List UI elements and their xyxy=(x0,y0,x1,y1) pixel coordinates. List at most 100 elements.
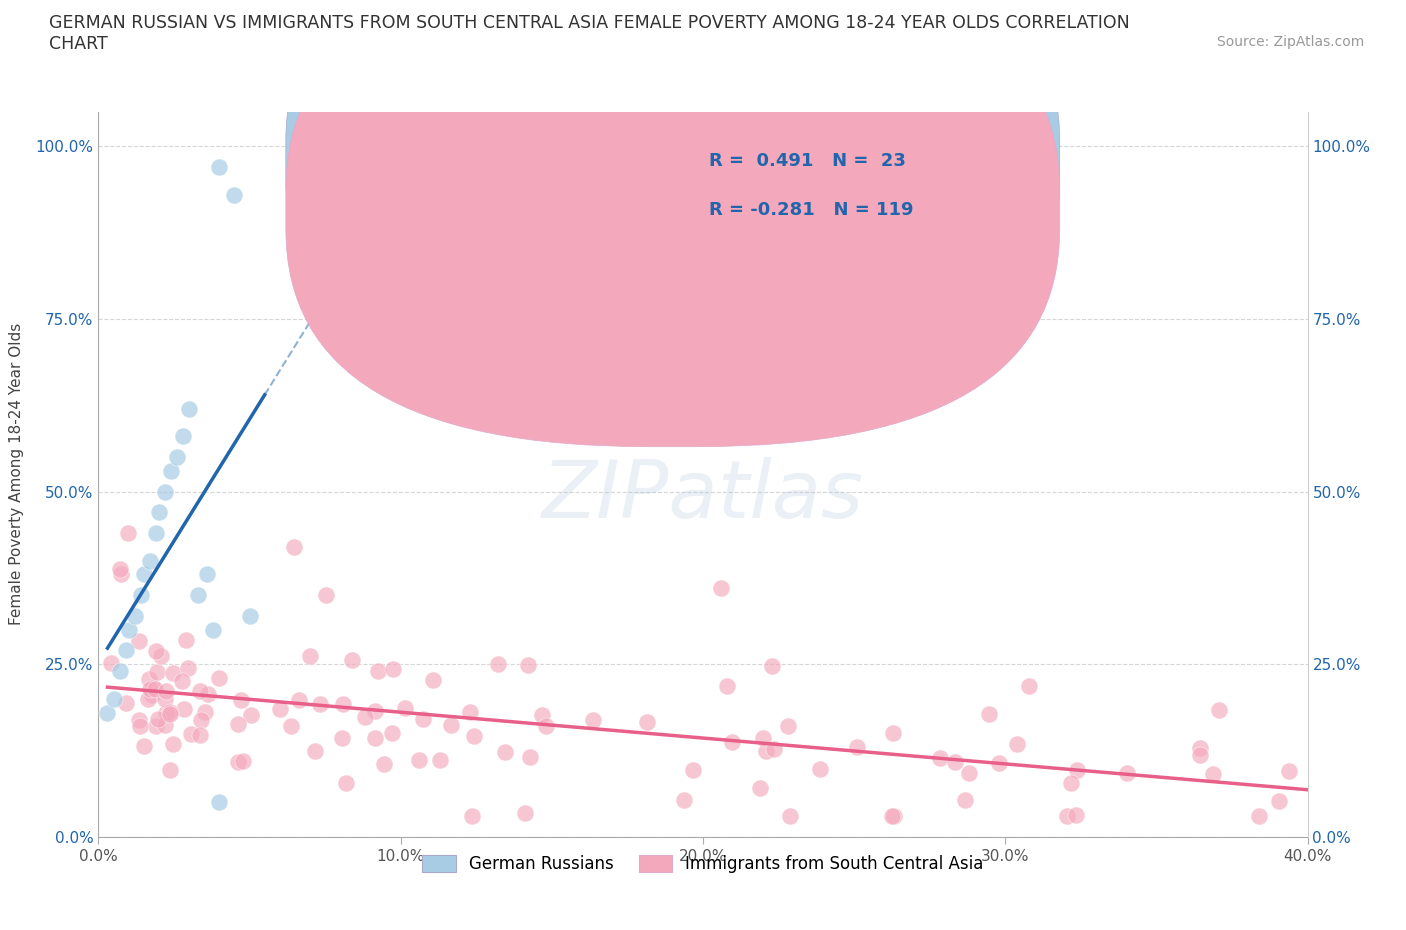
Point xyxy=(202,622,225,637)
Point xyxy=(108,562,131,577)
Point xyxy=(519,750,541,764)
Point xyxy=(190,712,212,727)
Point xyxy=(1268,793,1291,808)
Point xyxy=(142,681,165,696)
Point xyxy=(173,701,195,716)
Point xyxy=(150,648,173,663)
Point xyxy=(1018,678,1040,693)
Point xyxy=(148,505,170,520)
Point xyxy=(531,708,554,723)
Point xyxy=(128,712,150,727)
Point xyxy=(226,716,249,731)
Point xyxy=(516,658,538,673)
Point xyxy=(495,744,517,759)
Point xyxy=(132,739,155,754)
Point xyxy=(141,688,163,703)
Point xyxy=(929,751,952,765)
Point xyxy=(429,752,451,767)
Point xyxy=(1064,808,1087,823)
Point xyxy=(1208,702,1230,717)
Point xyxy=(957,766,980,781)
Point xyxy=(315,588,337,603)
Point xyxy=(394,701,416,716)
Point xyxy=(226,754,249,769)
Point xyxy=(1202,766,1225,781)
Point xyxy=(224,187,246,202)
Point xyxy=(208,671,231,685)
Point xyxy=(108,664,131,679)
Point xyxy=(335,776,357,790)
Point xyxy=(288,693,311,708)
Point xyxy=(148,711,170,726)
Point xyxy=(776,718,799,733)
Point xyxy=(155,718,177,733)
Point xyxy=(153,485,176,499)
Point xyxy=(408,753,430,768)
Point xyxy=(194,705,217,720)
Point xyxy=(943,755,966,770)
Point xyxy=(382,661,405,676)
Point xyxy=(172,673,194,688)
Point xyxy=(1060,776,1083,790)
Point xyxy=(129,718,152,733)
Point xyxy=(283,539,305,554)
Point xyxy=(139,682,162,697)
Point xyxy=(1066,763,1088,777)
Point xyxy=(412,711,434,726)
Point xyxy=(716,679,738,694)
Point xyxy=(145,644,167,658)
Point xyxy=(458,705,481,720)
Point xyxy=(808,762,831,777)
Point xyxy=(422,673,444,688)
Point xyxy=(363,704,385,719)
Point xyxy=(172,429,194,444)
Point xyxy=(153,691,176,706)
Point xyxy=(280,719,302,734)
Point xyxy=(145,525,167,540)
Y-axis label: Female Poverty Among 18-24 Year Olds: Female Poverty Among 18-24 Year Olds xyxy=(10,324,24,626)
Text: ZIPatlas: ZIPatlas xyxy=(541,457,865,535)
Point xyxy=(762,741,785,756)
Point xyxy=(682,763,704,777)
Text: Source: ZipAtlas.com: Source: ZipAtlas.com xyxy=(1216,35,1364,49)
Point xyxy=(145,719,167,734)
Point xyxy=(96,705,118,720)
Point xyxy=(1056,809,1078,824)
Point xyxy=(367,663,389,678)
FancyBboxPatch shape xyxy=(619,119,1005,249)
Point xyxy=(672,792,695,807)
Point xyxy=(269,701,291,716)
Point xyxy=(1188,740,1211,755)
Point xyxy=(197,686,219,701)
Point xyxy=(177,660,200,675)
Point xyxy=(298,649,321,664)
Point xyxy=(977,706,1000,721)
Point xyxy=(988,756,1011,771)
Legend: German Russians, Immigrants from South Central Asia: German Russians, Immigrants from South C… xyxy=(416,848,990,880)
Point xyxy=(159,763,181,777)
Point xyxy=(114,643,136,658)
Point xyxy=(179,401,201,416)
Point xyxy=(332,697,354,711)
Point xyxy=(1116,766,1139,781)
Text: CHART: CHART xyxy=(49,35,108,53)
Point xyxy=(953,792,976,807)
Point xyxy=(463,728,485,743)
Point xyxy=(761,659,783,674)
Point xyxy=(304,744,326,759)
FancyBboxPatch shape xyxy=(285,0,1060,446)
Point xyxy=(882,725,904,740)
Point xyxy=(582,712,605,727)
Point xyxy=(143,682,166,697)
Point xyxy=(159,705,181,720)
Point xyxy=(138,692,160,707)
Point xyxy=(340,653,363,668)
Point xyxy=(883,809,905,824)
Point xyxy=(755,744,778,759)
Point xyxy=(846,739,869,754)
Point xyxy=(229,693,252,708)
Text: R = -0.281   N = 119: R = -0.281 N = 119 xyxy=(709,201,914,219)
Point xyxy=(138,672,160,687)
Point xyxy=(100,656,122,671)
Point xyxy=(155,684,177,698)
